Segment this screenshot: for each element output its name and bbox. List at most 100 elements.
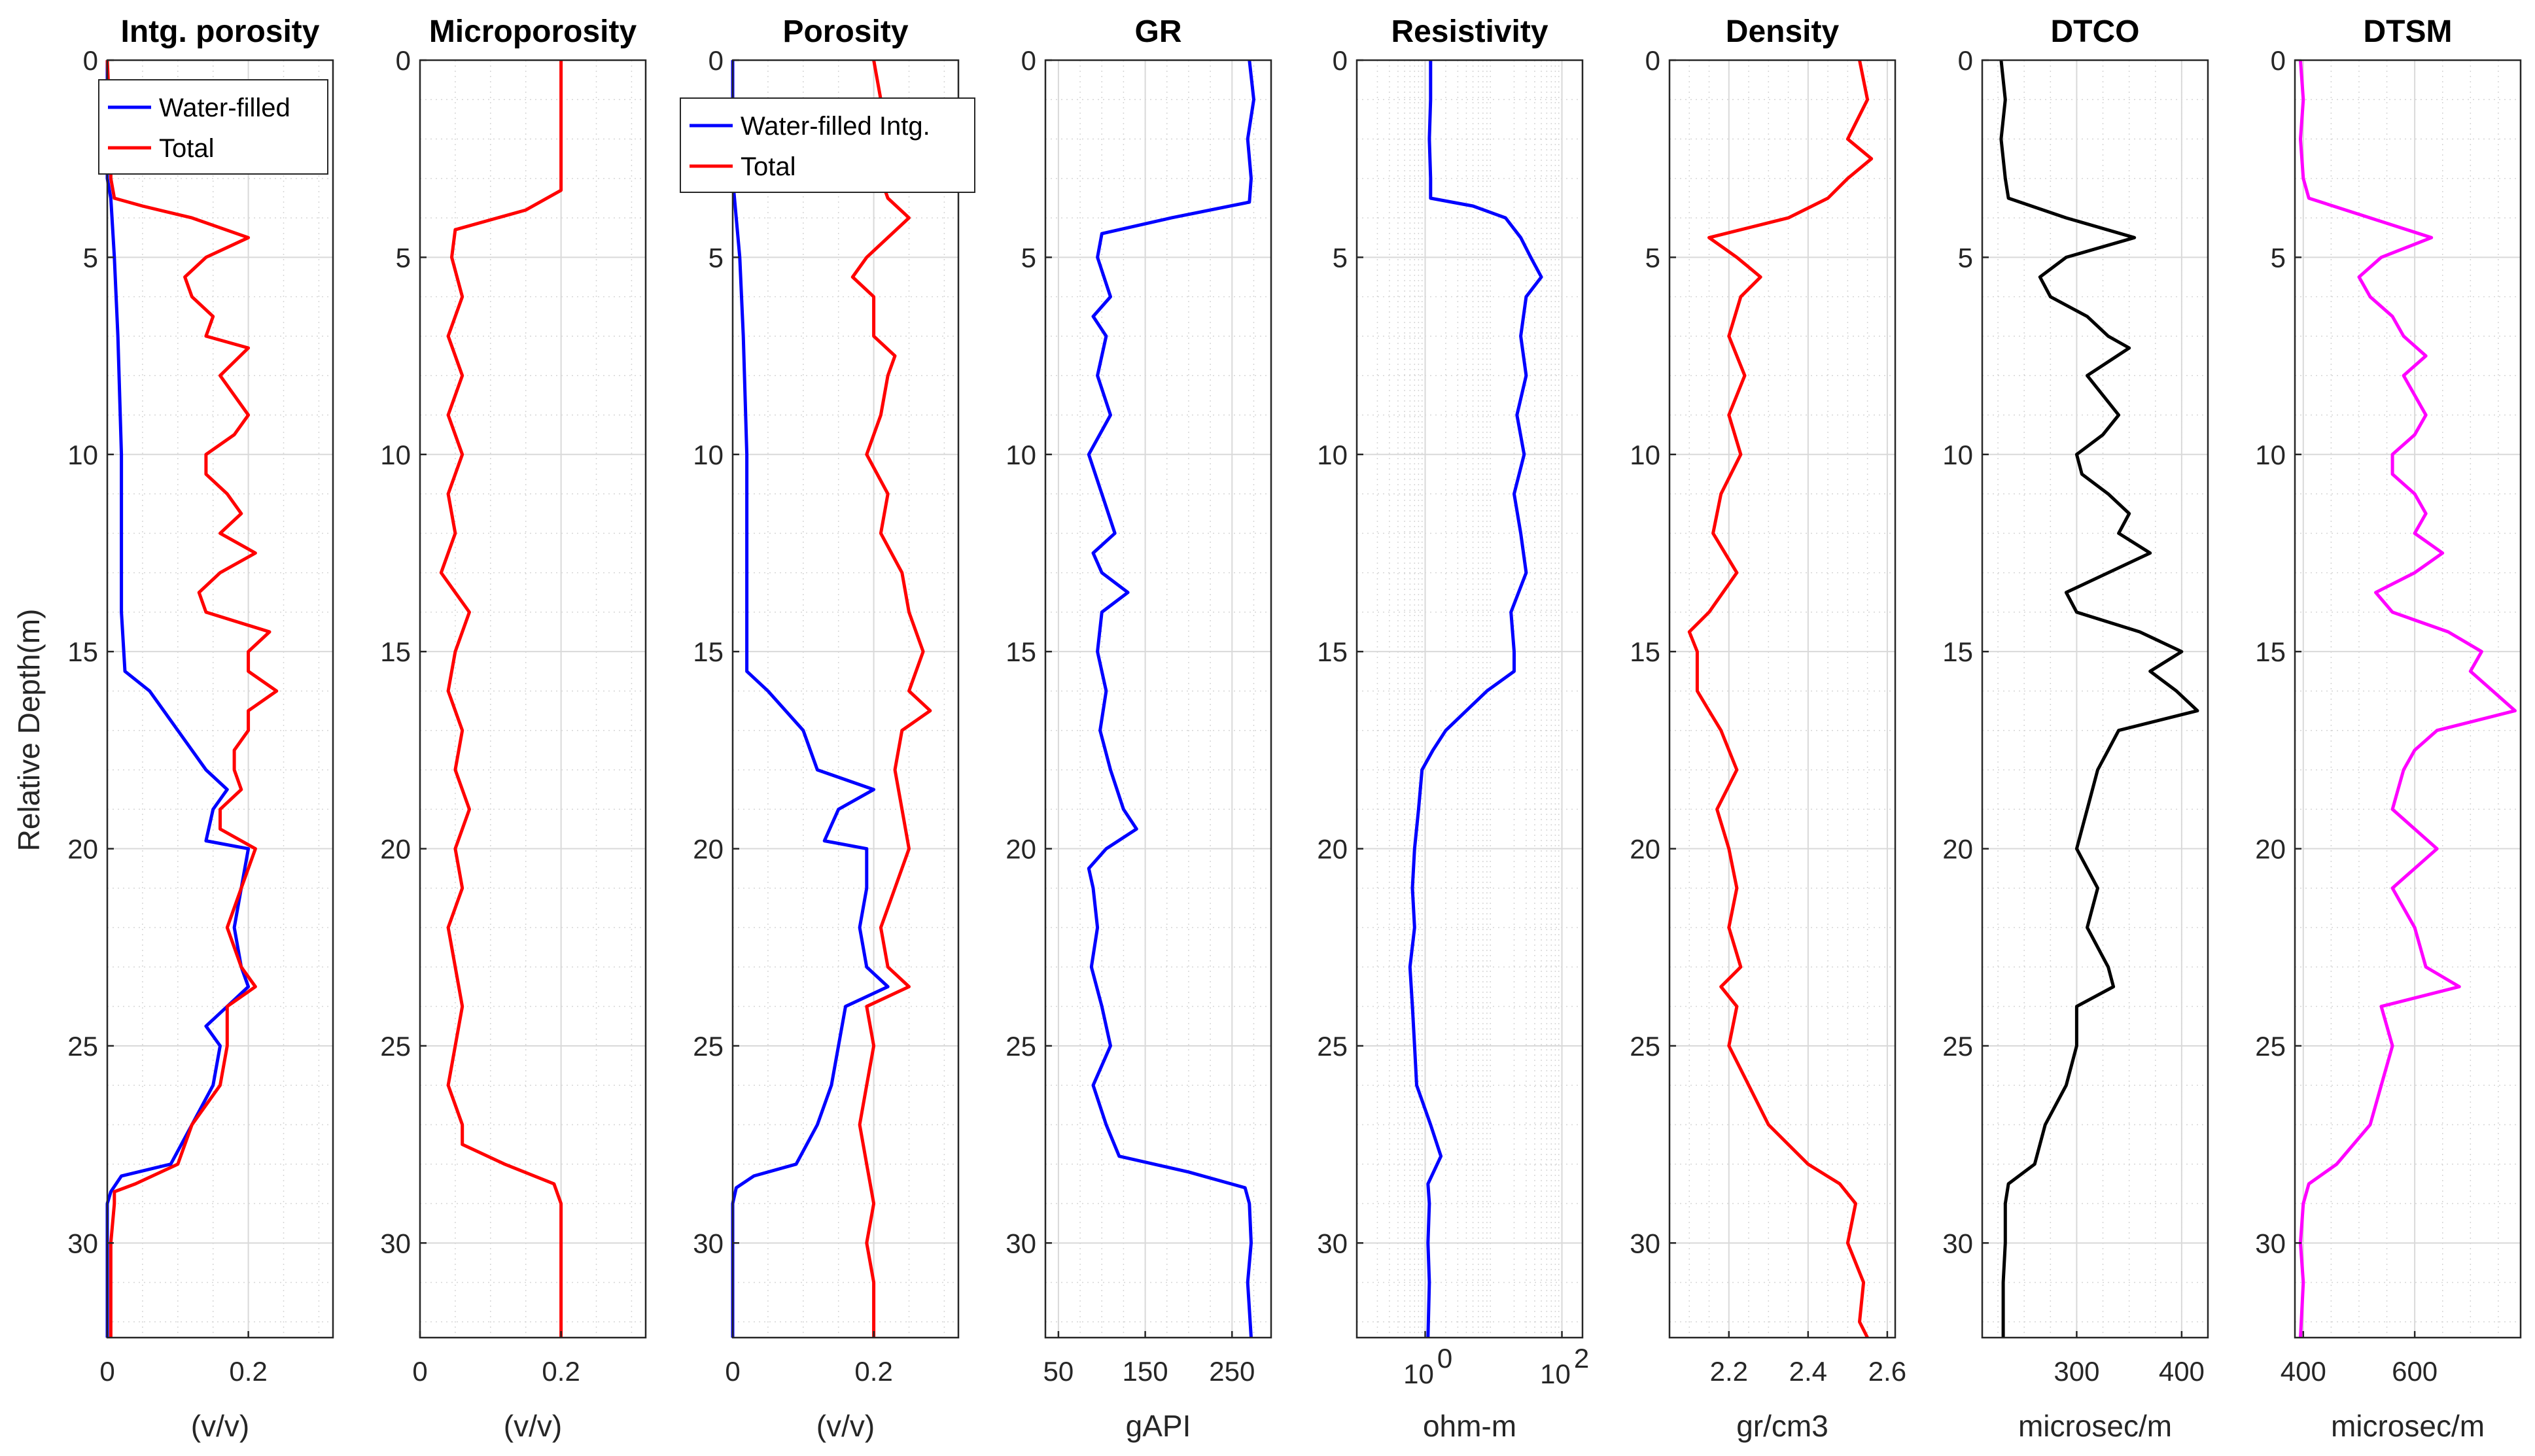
depth-tick-label: 0 (2271, 45, 2286, 76)
track-xlabel: gr/cm3 (1736, 1409, 1828, 1443)
depth-tick-label: 5 (1645, 242, 1660, 273)
x-tick-label: 0.2 (854, 1356, 892, 1387)
legend-entry: Water-filled (159, 94, 290, 122)
depth-tick-label: 0 (1021, 45, 1036, 76)
depth-tick-label: 15 (693, 636, 724, 667)
depth-tick-label: 10 (380, 440, 411, 470)
depth-tick-label: 5 (83, 242, 98, 273)
axes-frame (1668, 59, 1897, 1339)
plot-area (733, 60, 958, 1338)
x-tick-label: 300 (2054, 1356, 2099, 1387)
depth-axis-label: Relative Depth(m) (12, 609, 46, 852)
depth-tick-label: 5 (396, 242, 411, 273)
depth-tick-label: 0 (708, 45, 724, 76)
depth-tick-label: 25 (1317, 1031, 1348, 1062)
series-line-1 (1408, 60, 1543, 1338)
track-title: Resistivity (1391, 14, 1548, 49)
depth-tick-label: 20 (1005, 834, 1036, 865)
depth-tick-label: 20 (1317, 834, 1348, 865)
track-title: DTSM (2364, 14, 2453, 49)
x-tick-label: 0 (725, 1356, 740, 1387)
depth-tick-label: 25 (693, 1031, 724, 1062)
series-line-1 (2299, 60, 2517, 1338)
track-title: Intg. porosity (121, 14, 320, 49)
depth-tick-label: 25 (1630, 1031, 1660, 1062)
depth-tick-label: 15 (67, 636, 98, 667)
depth-tick-label: 10 (2255, 440, 2286, 470)
axes-frame (731, 59, 960, 1339)
depth-tick-label: 20 (67, 834, 98, 865)
depth-tick-label: 10 (1005, 440, 1036, 470)
depth-tick-label: 30 (1942, 1228, 1973, 1258)
depth-tick-label: 20 (1942, 834, 1973, 865)
series-line-1 (1999, 60, 2199, 1338)
depth-tick-label: 0 (396, 45, 411, 76)
x-tick-label: 2.2 (1710, 1356, 1748, 1387)
x-tick-label: 50 (1043, 1356, 1074, 1387)
plot-area (1045, 60, 1271, 1338)
x-tick-label: 2.4 (1789, 1356, 1827, 1387)
x-tick-exponent: 2 (1574, 1343, 1589, 1374)
x-tick-label: 10 (1540, 1359, 1571, 1389)
x-tick-label: 0 (412, 1356, 427, 1387)
track-6: 0 5 10 15 20 25 30 2.2 2.4 2.6 Density gr/cm3 (1630, 14, 1906, 1443)
track-8: 0 5 10 15 20 25 30 400 600 DTSM microsec/m (2255, 14, 2522, 1443)
series-line-1 (1687, 60, 1874, 1339)
x-tick-label: 250 (1209, 1356, 1255, 1387)
depth-tick-label: 0 (83, 45, 98, 76)
track-title: DTCO (2051, 14, 2140, 49)
depth-tick-label: 25 (1005, 1031, 1036, 1062)
x-tick-label: 600 (2392, 1356, 2438, 1387)
track-xlabel: gAPI (1126, 1409, 1191, 1443)
depth-tick-label: 20 (693, 834, 724, 865)
depth-tick-label: 15 (1005, 636, 1036, 667)
depth-tick-label: 15 (1942, 636, 1973, 667)
legend-box (680, 97, 975, 193)
depth-tick-label: 30 (1317, 1228, 1348, 1258)
depth-tick-label: 25 (67, 1031, 98, 1062)
depth-tick-label: 30 (380, 1228, 411, 1258)
depth-tick-label: 5 (1333, 242, 1348, 273)
track-xlabel: ohm-m (1423, 1409, 1516, 1443)
track-xlabel: (v/v) (191, 1409, 249, 1443)
axes-frame (1044, 59, 1272, 1339)
depth-tick-label: 25 (1942, 1031, 1973, 1062)
track-7: 0 5 10 15 20 25 30 300 400 DTCO microsec/m (1942, 14, 2209, 1443)
depth-tick-label: 0 (1333, 45, 1348, 76)
depth-tick-label: 10 (1317, 440, 1348, 470)
track-xlabel: (v/v) (504, 1409, 562, 1443)
depth-tick-label: 0 (1645, 45, 1660, 76)
depth-tick-label: 30 (1005, 1228, 1036, 1258)
x-tick-label: 400 (2281, 1356, 2326, 1387)
legend-entry: Total (159, 134, 215, 163)
depth-tick-label: 5 (708, 242, 724, 273)
depth-tick-label: 5 (1021, 242, 1036, 273)
depth-tick-label: 20 (2255, 834, 2286, 865)
track-3: 0 5 10 15 20 25 30 0 0.2 Porosity (v/v) Water-fille… (680, 14, 975, 1443)
depth-tick-label: 15 (1630, 636, 1660, 667)
depth-tick-label: 5 (2271, 242, 2286, 273)
legend-entry: Water-filled Intg. (741, 112, 930, 141)
track-xlabel: microsec/m (2331, 1409, 2485, 1443)
x-tick-exponent: 0 (1437, 1343, 1452, 1374)
track-xlabel: microsec/m (2018, 1409, 2172, 1443)
axes-frame (106, 59, 334, 1339)
depth-tick-label: 30 (67, 1228, 98, 1258)
depth-tick-label: 10 (693, 440, 724, 470)
series-line-1 (1087, 60, 1255, 1338)
depth-tick-label: 10 (1630, 440, 1660, 470)
x-tick-label: 150 (1123, 1356, 1168, 1387)
series-line-2 (850, 60, 932, 1338)
series-line-2 (105, 60, 279, 1338)
x-tick-label: 2.6 (1868, 1356, 1906, 1387)
depth-tick-label: 30 (693, 1228, 724, 1258)
legend: Water-filled Total (98, 79, 328, 175)
legend-entry: Total (741, 152, 796, 181)
depth-tick-label: 30 (2255, 1228, 2286, 1258)
axes-frame (2294, 59, 2522, 1339)
plot-area (1982, 60, 2208, 1338)
depth-tick-label: 10 (67, 440, 98, 470)
depth-tick-label: 20 (1630, 834, 1660, 865)
track-1: 0 5 10 15 20 25 30 0 0.2 Intg. porosity (v/v) Water… (67, 14, 334, 1443)
